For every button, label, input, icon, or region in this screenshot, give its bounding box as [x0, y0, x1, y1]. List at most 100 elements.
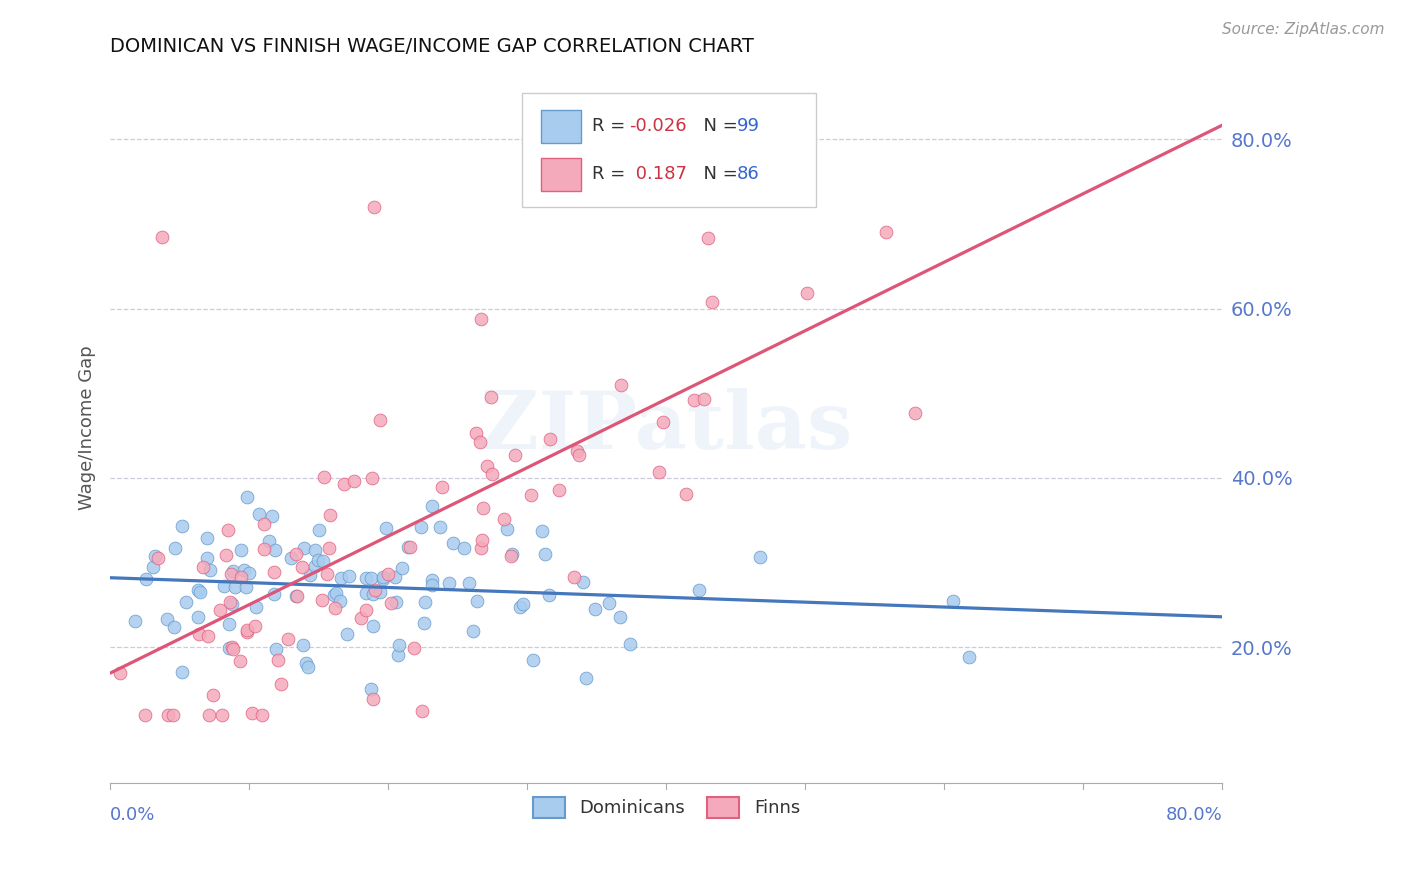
Text: ZIPatlas: ZIPatlas — [481, 388, 852, 467]
Point — [904, 406, 927, 420]
Point — [377, 566, 399, 581]
Point — [311, 592, 333, 607]
Point — [315, 567, 337, 582]
Point — [411, 520, 433, 534]
Point — [124, 614, 146, 628]
Point — [361, 587, 384, 601]
Point — [221, 597, 243, 611]
Point — [363, 200, 385, 214]
Point — [217, 524, 239, 538]
Point — [512, 597, 534, 611]
Point — [429, 519, 451, 533]
Point — [413, 595, 436, 609]
Point — [187, 582, 209, 597]
Point — [371, 572, 394, 586]
Point — [648, 465, 671, 479]
Point — [363, 583, 385, 598]
Point — [396, 540, 419, 554]
Point — [503, 448, 526, 462]
Text: N =: N = — [692, 165, 744, 184]
Point — [229, 542, 252, 557]
Point — [307, 552, 329, 566]
Point — [404, 640, 426, 655]
Point — [463, 624, 485, 639]
Point — [198, 707, 221, 722]
Point — [284, 547, 307, 561]
Point — [222, 564, 245, 578]
Point — [696, 231, 718, 245]
Point — [291, 638, 314, 652]
Point — [108, 666, 131, 681]
Point — [277, 632, 299, 647]
Point — [209, 603, 232, 617]
Point — [170, 519, 193, 533]
Point — [224, 580, 246, 594]
Point — [195, 551, 218, 566]
Point — [253, 542, 276, 557]
Point — [499, 549, 522, 563]
Point — [222, 642, 245, 657]
Point — [957, 650, 980, 665]
Point — [350, 611, 373, 625]
Point — [384, 570, 406, 584]
Point — [170, 665, 193, 680]
Point — [201, 688, 224, 702]
Text: 0.187: 0.187 — [630, 165, 686, 184]
Point — [385, 595, 408, 609]
Point — [368, 585, 391, 599]
Point — [673, 164, 696, 178]
Point — [285, 589, 308, 603]
Point — [325, 585, 347, 599]
Point — [135, 573, 157, 587]
Point — [298, 568, 321, 582]
Point — [257, 533, 280, 548]
Point — [232, 563, 254, 577]
Point — [361, 619, 384, 633]
Point — [360, 471, 382, 485]
Point — [651, 415, 673, 429]
Point — [218, 641, 240, 656]
Point — [494, 511, 516, 525]
FancyBboxPatch shape — [541, 110, 581, 143]
Point — [295, 656, 318, 670]
Point — [150, 229, 173, 244]
Point — [458, 575, 481, 590]
Point — [318, 541, 340, 556]
Point — [942, 594, 965, 608]
Point — [195, 531, 218, 545]
Point — [162, 619, 184, 633]
Point — [875, 225, 897, 239]
Text: R =: R = — [592, 118, 631, 136]
Point — [748, 550, 770, 565]
Point — [197, 629, 219, 643]
Point — [235, 581, 257, 595]
Text: -0.026: -0.026 — [630, 118, 688, 136]
Point — [481, 467, 503, 481]
Point — [683, 392, 706, 407]
Point — [157, 707, 180, 722]
Point — [329, 571, 352, 585]
Point — [354, 603, 377, 617]
Point — [540, 432, 562, 446]
Point — [221, 640, 243, 654]
Point — [260, 508, 283, 523]
Point — [464, 426, 486, 441]
Point — [325, 600, 347, 615]
Text: 99: 99 — [737, 118, 759, 136]
Point — [796, 285, 818, 300]
Point — [322, 588, 344, 602]
FancyBboxPatch shape — [541, 158, 581, 191]
Point — [231, 570, 253, 584]
Point — [468, 434, 491, 449]
Point — [470, 312, 492, 326]
Point — [264, 641, 287, 656]
Text: 0.0%: 0.0% — [110, 806, 156, 824]
Point — [533, 547, 555, 561]
Point — [575, 671, 598, 685]
Point — [675, 487, 697, 501]
Point — [267, 653, 290, 667]
Point — [538, 588, 561, 602]
Point — [329, 594, 352, 608]
Point — [291, 560, 314, 574]
Point — [361, 692, 384, 706]
